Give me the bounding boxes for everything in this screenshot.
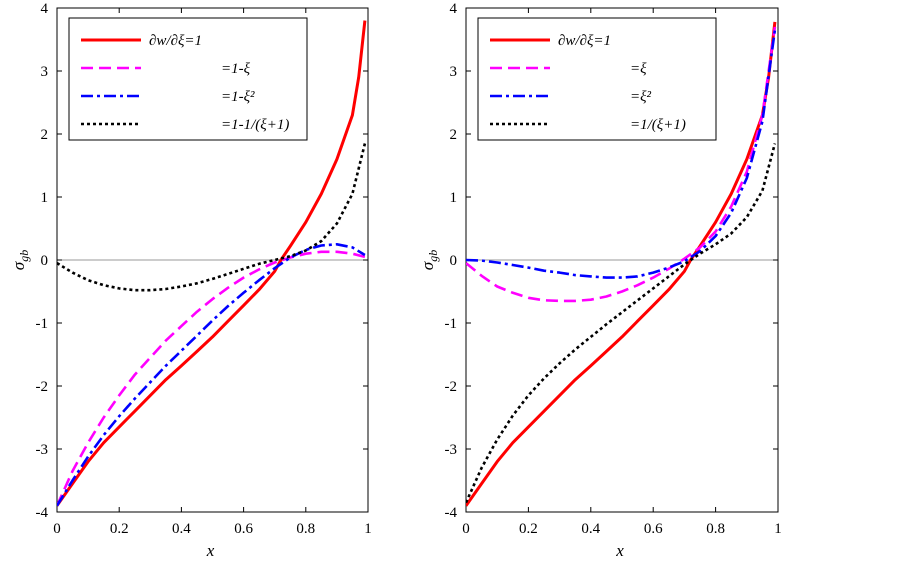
series-group (466, 21, 777, 507)
series-line-0 (57, 20, 367, 507)
x-axis-label: x (615, 541, 624, 560)
x-tick-label: 1 (364, 521, 372, 537)
y-axis-label-symbol: σ (9, 261, 28, 270)
x-tick-label: 0.2 (110, 521, 129, 537)
y-tick-label: 2 (450, 127, 458, 143)
y-axis-label: σgb (9, 250, 31, 270)
y-axis-label: σgb (418, 250, 440, 270)
legend-box (68, 17, 308, 141)
x-tick-label: 0.6 (234, 521, 253, 537)
x-tick-label: 0.6 (644, 521, 663, 537)
y-tick-label: -3 (36, 442, 49, 458)
legend-label-2: =ξ² (630, 89, 652, 105)
legend-label-3: =1-1/(ξ+1) (221, 117, 289, 133)
chart-panel-left: 0 0.2 0.4 0.6 0.8 1 -4 -3 -2 -1 0 1 2 3 4 x σgb ∂w/∂ξ=1 =1… (9, 1, 372, 560)
x-tick-label: 0.4 (581, 521, 600, 537)
y-axis-label-subscript: gb (426, 250, 440, 262)
y-tick-label: -4 (36, 505, 49, 521)
x-axis-label: x (206, 541, 215, 560)
series-line-3 (466, 143, 777, 504)
x-tick-label: 1 (774, 521, 782, 537)
y-tick-label: 0 (450, 253, 458, 269)
y-tick-label: 4 (41, 1, 49, 17)
series-line-2 (57, 243, 366, 507)
y-tick-label: -2 (445, 379, 458, 395)
y-axis-label-symbol: σ (418, 261, 437, 270)
legend-label-1: =1-ξ (221, 61, 251, 77)
chart-panel-right: 0 0.2 0.4 0.6 0.8 1 -4 -3 -2 -1 0 1 2 3 4 x σgb ∂w/∂ξ=1 =ξ… (418, 1, 782, 560)
x-tick-label: 0.4 (172, 521, 191, 537)
y-tick-label: -2 (36, 379, 49, 395)
y-tick-label: 2 (41, 127, 49, 143)
series-line-2 (466, 29, 777, 279)
series-line-0 (466, 21, 777, 507)
y-tick-label: 1 (41, 190, 49, 206)
x-tick-label: 0.8 (296, 521, 315, 537)
legend-label-0: ∂w/∂ξ=1 (558, 33, 611, 49)
legend-label-3: =1/(ξ+1) (630, 117, 686, 133)
series-line-1 (57, 250, 366, 507)
legend-label-1: =ξ (630, 61, 647, 77)
series-line-1 (466, 26, 777, 303)
x-tick-label: 0.8 (706, 521, 725, 537)
y-tick-label: -1 (36, 316, 49, 332)
series-line-3 (57, 143, 367, 292)
y-tick-label: 1 (450, 190, 458, 206)
y-tick-label: 4 (450, 1, 458, 17)
x-tick-label: 0.2 (519, 521, 538, 537)
x-tick-label: 0 (53, 521, 61, 537)
y-tick-label: 3 (450, 64, 458, 80)
legend-box (477, 17, 717, 141)
y-tick-label: 3 (41, 64, 49, 80)
y-tick-label: -4 (445, 505, 458, 521)
y-tick-label: -1 (445, 316, 458, 332)
legend-label-0: ∂w/∂ξ=1 (149, 33, 202, 49)
legend: ∂w/∂ξ=1 =ξ =ξ² =1/(ξ+1) (477, 17, 717, 141)
y-tick-label: 0 (41, 253, 49, 269)
legend-label-2: =1-ξ² (221, 89, 255, 105)
y-axis-label-subscript: gb (17, 250, 31, 262)
x-tick-label: 0 (462, 521, 470, 537)
y-tick-label: -3 (445, 442, 458, 458)
legend: ∂w/∂ξ=1 =1-ξ =1-ξ² =1-1/(ξ+1) (68, 17, 308, 141)
series-group (57, 20, 367, 507)
